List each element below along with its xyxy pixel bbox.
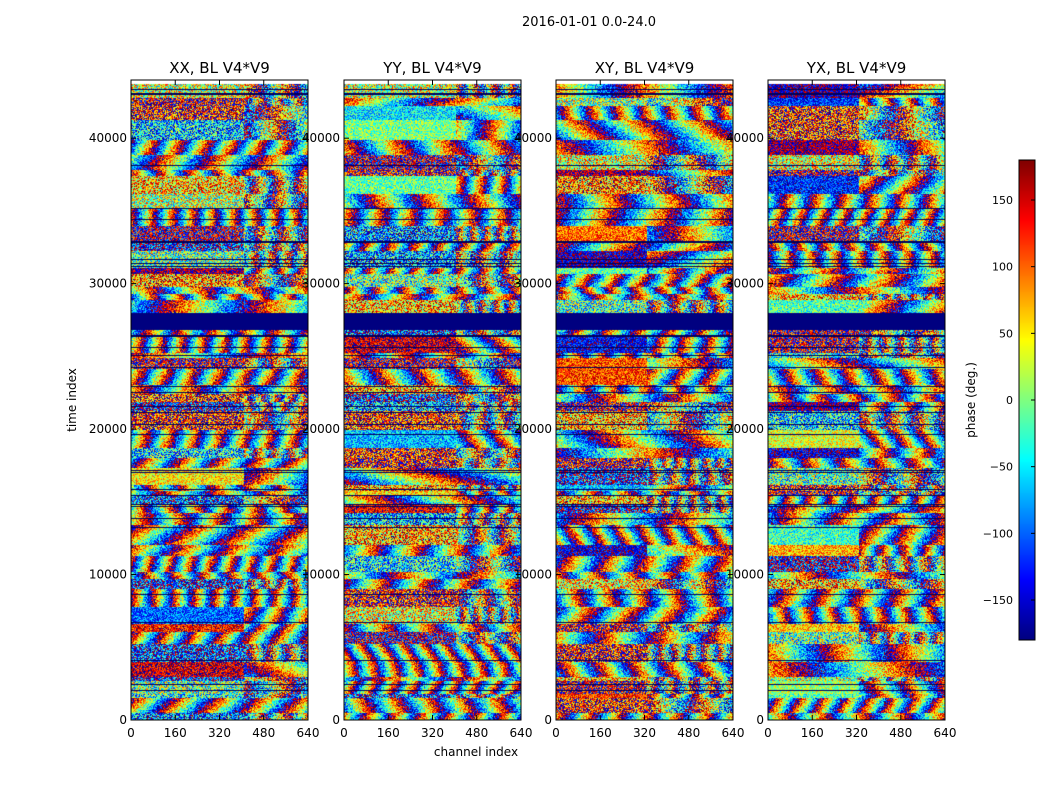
y-tick-label: 10000 xyxy=(302,568,340,582)
y-tick-label: 40000 xyxy=(302,131,340,145)
y-tick-label: 20000 xyxy=(302,422,340,436)
x-tick-label: 320 xyxy=(633,726,656,740)
heatmap-image-yy xyxy=(344,80,521,720)
x-tick-label: 0 xyxy=(764,726,772,740)
x-tick-label: 640 xyxy=(510,726,533,740)
x-tick-label: 160 xyxy=(164,726,187,740)
x-tick-label: 160 xyxy=(801,726,824,740)
y-tick-label: 20000 xyxy=(89,422,127,436)
y-tick-label: 40000 xyxy=(89,131,127,145)
y-tick-label: 0 xyxy=(756,713,764,727)
heatmap-image-xy xyxy=(556,80,733,720)
y-tick-label: 20000 xyxy=(726,422,764,436)
y-tick-label: 10000 xyxy=(726,568,764,582)
x-tick-label: 480 xyxy=(889,726,912,740)
y-tick-label: 10000 xyxy=(89,568,127,582)
colorbar-tick-label: 100 xyxy=(992,261,1013,274)
x-tick-label: 160 xyxy=(589,726,612,740)
x-tick-label: 160 xyxy=(377,726,400,740)
x-tick-label: 640 xyxy=(934,726,957,740)
colorbar-tick-label: −50 xyxy=(990,461,1013,474)
y-tick-label: 0 xyxy=(332,713,340,727)
y-tick-label: 40000 xyxy=(726,131,764,145)
y-tick-label: 30000 xyxy=(514,277,552,291)
heatmap-image-yx xyxy=(768,80,945,720)
colorbar-label: phase (deg.) xyxy=(964,362,978,438)
x-tick-label: 640 xyxy=(722,726,745,740)
x-tick-label: 320 xyxy=(845,726,868,740)
colorbar-tick-label: −150 xyxy=(983,594,1013,607)
y-tick-label: 20000 xyxy=(514,422,552,436)
y-tick-label: 30000 xyxy=(302,277,340,291)
y-tick-label: 30000 xyxy=(89,277,127,291)
y-tick-label: 30000 xyxy=(726,277,764,291)
panel-yx: YX, BL V4*V9 0 160 320 480 640 0 10000 20000 3000… xyxy=(726,59,957,740)
x-tick-label: 480 xyxy=(252,726,275,740)
panel-title: XX, BL V4*V9 xyxy=(169,59,270,77)
x-axis-label: channel index xyxy=(434,745,518,759)
x-tick-label: 480 xyxy=(677,726,700,740)
panel-title: XY, BL V4*V9 xyxy=(595,59,695,77)
x-tick-label: 320 xyxy=(421,726,444,740)
heatmap-image-xx xyxy=(131,80,308,720)
colorbar-gradient xyxy=(1019,160,1035,640)
panel-xx: XX, BL V4*V9 0 160 320 480 640 0 10000 20000 3000… xyxy=(89,59,320,740)
x-tick-label: 0 xyxy=(340,726,348,740)
panel-title: YX, BL V4*V9 xyxy=(806,59,907,77)
y-tick-label: 10000 xyxy=(514,568,552,582)
x-tick-label: 480 xyxy=(465,726,488,740)
x-tick-label: 0 xyxy=(552,726,560,740)
colorbar-tick-label: 50 xyxy=(999,327,1013,340)
y-tick-label: 0 xyxy=(544,713,552,727)
panel-title: YY, BL V4*V9 xyxy=(382,59,481,77)
colorbar-tick-label: 150 xyxy=(992,194,1013,207)
panel-yy: YY, BL V4*V9 0 160 320 480 640 0 10000 20000 3000… xyxy=(302,59,533,740)
x-tick-label: 0 xyxy=(127,726,135,740)
colorbar-tick-label: −100 xyxy=(983,527,1013,540)
y-axis-label: time index xyxy=(65,368,79,432)
x-tick-label: 640 xyxy=(297,726,320,740)
y-tick-label: 0 xyxy=(119,713,127,727)
colorbar-tick-label: 0 xyxy=(1006,394,1013,407)
panel-xy: XY, BL V4*V9 0 160 320 480 640 0 10000 20000 3000… xyxy=(514,59,745,740)
y-tick-label: 40000 xyxy=(514,131,552,145)
figure-title: 2016-01-01 0.0-24.0 xyxy=(522,15,656,30)
x-tick-label: 320 xyxy=(208,726,231,740)
